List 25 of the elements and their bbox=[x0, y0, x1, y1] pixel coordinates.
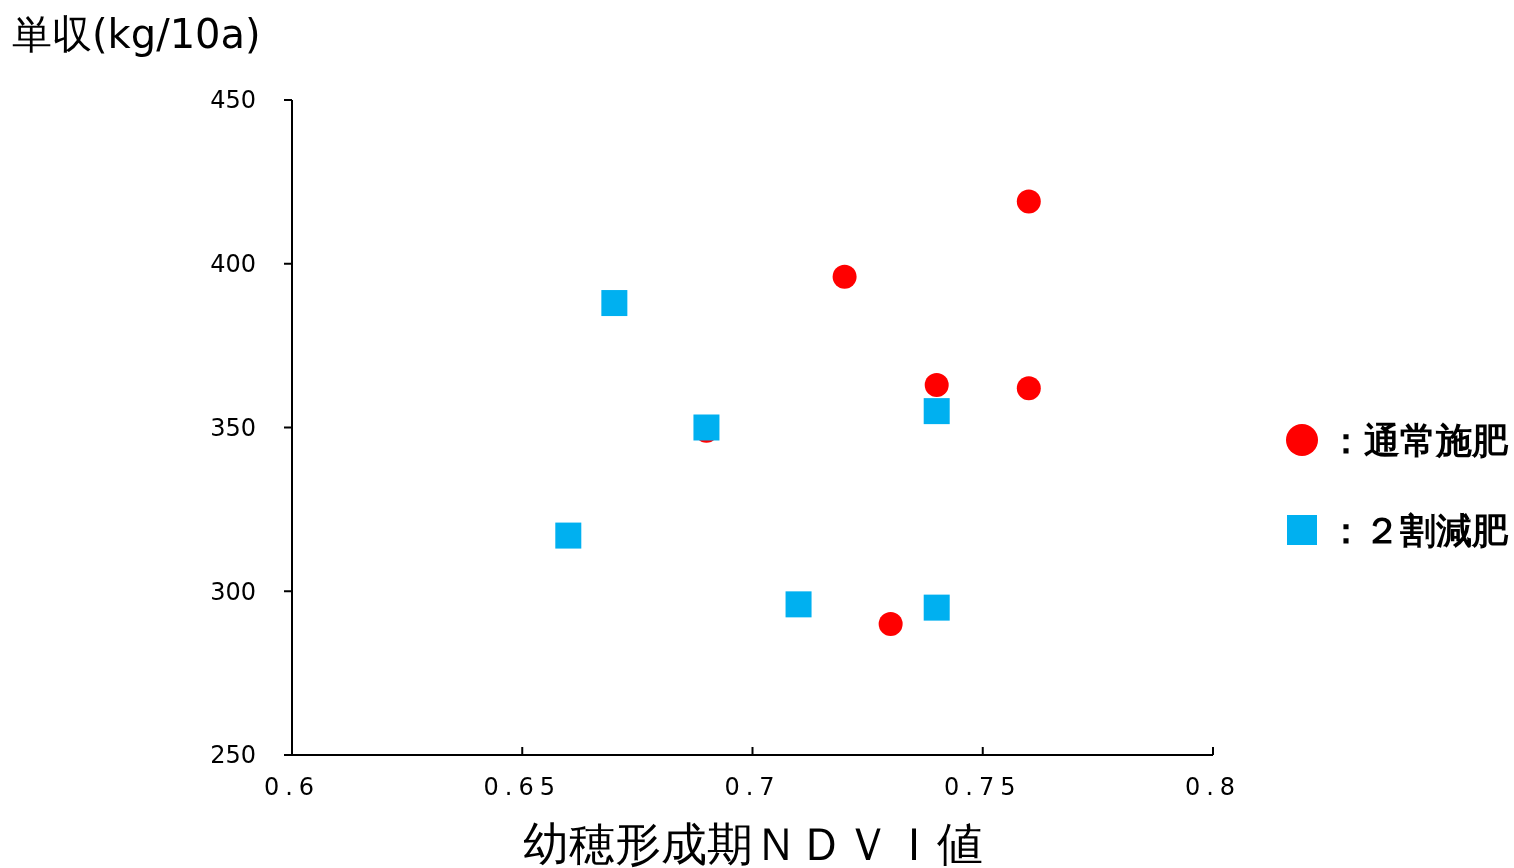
x-tick-label: 0.8 bbox=[1184, 773, 1242, 801]
point bbox=[1016, 376, 1041, 401]
y-tick-label: 450 bbox=[210, 86, 256, 115]
x-tick-label: 0.6 bbox=[263, 773, 321, 801]
y-tick-label: 300 bbox=[210, 577, 256, 606]
y-tick-label: 400 bbox=[210, 250, 256, 279]
point bbox=[878, 612, 903, 636]
point bbox=[924, 372, 949, 397]
x-tick-label: 0.65 bbox=[483, 773, 561, 801]
legend-label: ：２割減肥 bbox=[1328, 509, 1509, 551]
x-tick-label: 0.75 bbox=[944, 773, 1022, 801]
y-axis-title: 単収(kg/10a) bbox=[12, 11, 261, 57]
y-tick-label: 350 bbox=[210, 413, 256, 442]
point bbox=[555, 522, 582, 549]
legend-label: ：通常施肥 bbox=[1328, 419, 1509, 461]
point bbox=[601, 290, 628, 317]
point bbox=[693, 414, 720, 441]
point bbox=[832, 264, 857, 289]
point bbox=[1016, 189, 1041, 214]
point bbox=[923, 398, 950, 425]
point bbox=[923, 594, 950, 621]
point bbox=[785, 591, 812, 618]
y-tick-label: 250 bbox=[210, 741, 256, 770]
x-axis-title: 幼穂形成期ＮＤＶＩ値 bbox=[522, 817, 983, 868]
x-tick-label: 0.7 bbox=[724, 773, 781, 801]
